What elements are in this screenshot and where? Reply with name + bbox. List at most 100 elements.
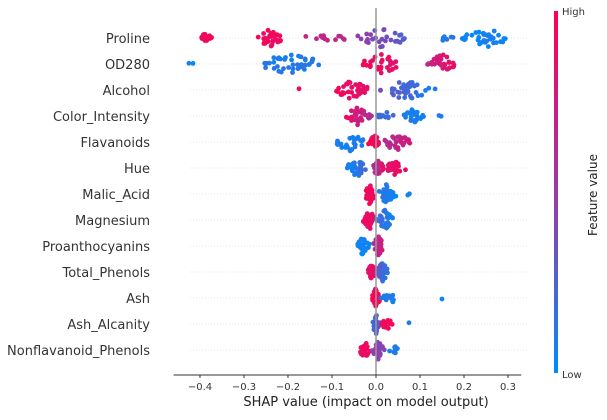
shap-point — [271, 59, 277, 65]
shap-point — [334, 88, 339, 94]
shap-point — [415, 93, 421, 99]
shap-point — [377, 352, 383, 358]
feature-label: Alcohol — [103, 84, 150, 99]
shap-point — [368, 266, 373, 272]
shap-point — [363, 341, 369, 347]
shap-point — [378, 70, 384, 76]
shap-point — [275, 56, 281, 61]
x-tick-label: −0.1 — [320, 382, 344, 393]
shap-point — [403, 91, 408, 96]
shap-point — [333, 37, 338, 43]
shap-point — [407, 140, 413, 146]
shap-point — [391, 60, 396, 66]
shap-point — [281, 66, 286, 71]
shap-point — [370, 135, 375, 140]
shap-point — [441, 34, 447, 40]
shap-point — [349, 108, 354, 114]
shap-point — [360, 137, 366, 143]
shap-point — [362, 58, 367, 64]
colorbar-title: Feature value — [586, 154, 600, 236]
shap-point — [355, 33, 361, 39]
beeswarm-points — [186, 27, 508, 362]
shap-point — [336, 33, 342, 39]
shap-point — [380, 278, 385, 284]
shap-point — [364, 31, 370, 37]
shap-point — [438, 113, 444, 119]
shap-point — [379, 52, 384, 57]
shap-point — [370, 196, 376, 201]
shap-point — [360, 248, 366, 254]
shap-point — [444, 66, 450, 72]
shap-point — [369, 275, 374, 280]
shap-point — [376, 234, 381, 240]
shap-point — [278, 69, 284, 75]
shap-point — [386, 54, 392, 60]
shap-point — [391, 92, 396, 98]
shap-point — [446, 60, 452, 65]
feature-label: Proanthocyanins — [42, 240, 150, 255]
colorbar-high-label: High — [562, 7, 585, 18]
shap-point — [398, 138, 403, 144]
shap-point — [402, 135, 408, 140]
shap-point — [384, 320, 390, 325]
shap-point — [368, 186, 374, 191]
shap-point — [392, 30, 398, 36]
shap-point — [393, 139, 399, 145]
shap-point — [355, 134, 361, 140]
shap-point — [414, 82, 420, 88]
shap-point — [488, 36, 493, 42]
shap-point — [390, 112, 396, 118]
shap-point — [318, 33, 324, 39]
shap-point — [493, 40, 499, 45]
x-tick-label: −0.3 — [232, 382, 256, 393]
shap-point — [401, 82, 407, 88]
shap-point — [378, 295, 384, 301]
shap-point — [403, 167, 408, 173]
shap-point — [306, 62, 312, 67]
shap-point — [393, 65, 399, 70]
shap-point — [352, 117, 358, 123]
feature-label: Malic_Acid — [82, 188, 150, 203]
shap-point — [288, 52, 294, 58]
shap-point — [439, 296, 445, 302]
shap-point — [469, 32, 475, 38]
shap-point — [372, 291, 378, 297]
shap-point — [491, 28, 497, 34]
shap-point — [476, 35, 482, 40]
shap-point — [376, 189, 382, 194]
shap-point — [429, 61, 435, 67]
shap-point — [390, 215, 395, 221]
feature-label: Magnesium — [75, 214, 150, 229]
shap-point — [432, 86, 438, 92]
shap-point — [367, 201, 372, 207]
shap-point — [273, 37, 279, 42]
shap-point — [393, 160, 398, 165]
shap-point — [379, 321, 385, 327]
x-tick-label: −0.2 — [276, 382, 300, 393]
shap-point — [363, 167, 368, 173]
shap-point — [400, 142, 406, 148]
shap-point — [310, 56, 316, 62]
feature-label: Total_Phenols — [61, 266, 150, 281]
shap-point — [402, 95, 408, 100]
shap-point — [346, 95, 352, 101]
shap-point — [366, 114, 372, 120]
shap-point — [359, 350, 364, 356]
shap-point — [368, 212, 374, 218]
shap-point — [389, 321, 395, 327]
shap-point — [365, 217, 371, 223]
shap-point — [267, 60, 272, 66]
shap-point — [303, 34, 309, 39]
shap-point — [388, 196, 394, 202]
shap-point — [352, 142, 358, 148]
shap-point — [388, 37, 394, 43]
shap-point — [275, 64, 280, 69]
shap-point — [378, 87, 383, 93]
shap-point — [190, 61, 196, 66]
shap-point — [380, 113, 386, 118]
feature-label: Proline — [106, 32, 150, 47]
shap-point — [356, 90, 362, 96]
shap-point — [368, 220, 374, 226]
x-tick-label: 0.1 — [412, 382, 428, 393]
shap-point — [360, 83, 366, 89]
